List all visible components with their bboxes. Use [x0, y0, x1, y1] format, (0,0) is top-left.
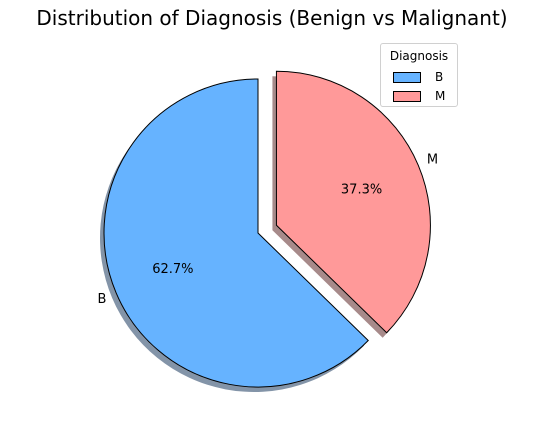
- legend-title: Diagnosis: [381, 49, 457, 63]
- legend-item-m: M: [393, 88, 445, 104]
- legend-swatch-b: [393, 72, 421, 83]
- legend-item-b: B: [393, 69, 443, 85]
- legend: Diagnosis B M: [380, 43, 458, 107]
- legend-label-b: B: [435, 70, 443, 84]
- pie-percent-label-m: 37.3%: [341, 182, 382, 197]
- legend-label-m: M: [435, 89, 445, 103]
- pie-percent-label-b: 62.7%: [152, 262, 193, 277]
- pie-category-label-m: M: [427, 152, 438, 167]
- pie-category-label-b: B: [97, 292, 106, 307]
- legend-swatch-m: [393, 91, 421, 102]
